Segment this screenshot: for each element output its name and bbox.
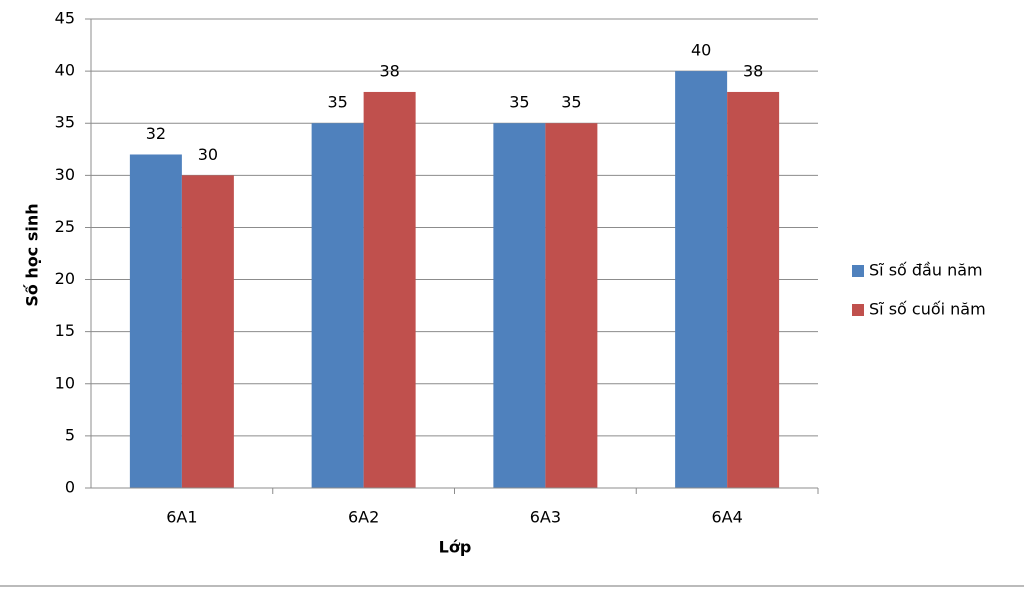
data-label: 30	[198, 145, 218, 164]
data-label: 38	[743, 61, 763, 80]
data-label: 40	[691, 41, 711, 60]
data-label: 38	[379, 61, 399, 80]
x-tick-label: 6A4	[711, 508, 742, 527]
y-tick-label: 5	[65, 425, 75, 444]
x-tick-label: 6A1	[166, 508, 197, 527]
data-label: 32	[146, 124, 166, 143]
y-tick-label: 45	[55, 9, 75, 28]
y-tick-label: 20	[55, 269, 75, 288]
bar	[727, 91, 780, 488]
legend-label: Sĩ số cuối năm	[869, 300, 986, 319]
bar	[493, 123, 546, 488]
bar	[675, 71, 728, 488]
y-tick-label: 30	[55, 165, 75, 184]
y-axis-title: Số học sinh	[23, 203, 42, 306]
y-tick-label: 35	[55, 113, 75, 132]
data-label: 35	[509, 93, 529, 112]
y-tick-label: 25	[55, 217, 75, 236]
data-label: 35	[327, 93, 347, 112]
y-tick-label: 0	[65, 478, 75, 497]
legend-label: Sĩ số đầu năm	[869, 261, 983, 280]
bar	[545, 123, 598, 488]
legend-swatch	[852, 265, 864, 277]
y-tick-label: 15	[55, 321, 75, 340]
legend-swatch	[852, 304, 864, 316]
data-label: 35	[561, 93, 581, 112]
bar	[181, 175, 234, 489]
bar	[363, 91, 416, 488]
bar	[311, 123, 364, 488]
x-tick-label: 6A3	[530, 508, 561, 527]
x-tick-label: 6A2	[348, 508, 379, 527]
x-axis-title: Lớp	[439, 538, 472, 557]
y-tick-label: 40	[55, 61, 75, 80]
bar	[129, 154, 182, 488]
y-tick-label: 10	[55, 373, 75, 392]
